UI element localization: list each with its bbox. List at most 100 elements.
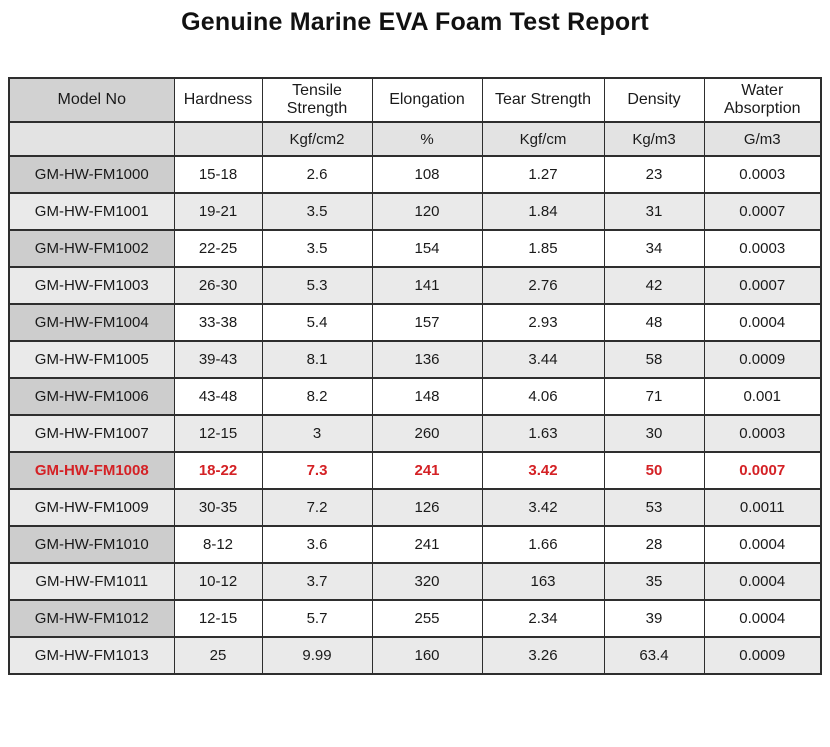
value-cell-tear: 2.93 (481, 303, 605, 342)
model-cell: GM-HW-FM1000 (8, 155, 175, 194)
value-cell-tensile: 7.3 (261, 451, 373, 490)
value-cell-hardness: 26-30 (173, 266, 263, 305)
value-cell-tensile: 5.3 (261, 266, 373, 305)
table-row: GM-HW-FM1011 10-12 3.7 320 163 35 0.0004 (8, 562, 822, 601)
value-cell-density: 31 (603, 192, 705, 231)
value-cell-water: 0.0007 (703, 451, 822, 490)
table-row: GM-HW-FM1000 15-18 2.6 108 1.27 23 0.0003 (8, 155, 822, 194)
value-cell-tear: 3.26 (481, 636, 605, 675)
table-row: GM-HW-FM1001 19-21 3.5 120 1.84 31 0.0007 (8, 192, 822, 231)
unit-cell-elongation: % (371, 121, 483, 157)
unit-cell-water: G/m3 (703, 121, 822, 157)
value-cell-water: 0.0003 (703, 414, 822, 453)
test-report-table: Model No Hardness Tensile Strength Elongati… (8, 77, 822, 675)
value-cell-hardness: 22-25 (173, 229, 263, 268)
value-cell-tensile: 7.2 (261, 488, 373, 527)
model-cell: GM-HW-FM1005 (8, 340, 175, 379)
value-cell-tear: 4.06 (481, 377, 605, 416)
table-row: GM-HW-FM1003 26-30 5.3 141 2.76 42 0.0007 (8, 266, 822, 305)
model-cell: GM-HW-FM1009 (8, 488, 175, 527)
value-cell-tear: 3.42 (481, 488, 605, 527)
column-header-hardness: Hardness (173, 77, 263, 123)
table-header: Model No Hardness Tensile Strength Elongati… (8, 77, 822, 157)
model-cell: GM-HW-FM1001 (8, 192, 175, 231)
value-cell-tear: 1.27 (481, 155, 605, 194)
value-cell-elongation: 148 (371, 377, 483, 416)
table-row: GM-HW-FM1006 43-48 8.2 148 4.06 71 0.001 (8, 377, 822, 416)
table-row: GM-HW-FM1002 22-25 3.5 154 1.85 34 0.0003 (8, 229, 822, 268)
value-cell-density: 42 (603, 266, 705, 305)
value-cell-elongation: 260 (371, 414, 483, 453)
value-cell-density: 28 (603, 525, 705, 564)
value-cell-water: 0.0007 (703, 266, 822, 305)
model-cell: GM-HW-FM1002 (8, 229, 175, 268)
table-body: GM-HW-FM1000 15-18 2.6 108 1.27 23 0.0003 GM-HW… (8, 155, 822, 675)
model-cell: GM-HW-FM1012 (8, 599, 175, 638)
value-cell-tear: 1.66 (481, 525, 605, 564)
value-cell-tear: 2.34 (481, 599, 605, 638)
value-cell-density: 63.4 (603, 636, 705, 675)
value-cell-tear: 1.85 (481, 229, 605, 268)
model-cell: GM-HW-FM1006 (8, 377, 175, 416)
value-cell-density: 71 (603, 377, 705, 416)
value-cell-tear: 163 (481, 562, 605, 601)
value-cell-elongation: 241 (371, 451, 483, 490)
unit-cell-hardness (173, 121, 263, 157)
value-cell-tensile: 5.4 (261, 303, 373, 342)
value-cell-elongation: 126 (371, 488, 483, 527)
unit-cell-tensile: Kgf/cm2 (261, 121, 373, 157)
value-cell-tensile: 3.5 (261, 229, 373, 268)
value-cell-elongation: 255 (371, 599, 483, 638)
value-cell-density: 23 (603, 155, 705, 194)
table-row: GM-HW-FM1008 18-22 7.3 241 3.42 50 0.0007 (8, 451, 822, 490)
unit-cell-tear: Kgf/cm (481, 121, 605, 157)
value-cell-hardness: 8-12 (173, 525, 263, 564)
model-cell: GM-HW-FM1003 (8, 266, 175, 305)
page-title: Genuine Marine EVA Foam Test Report (181, 8, 649, 36)
value-cell-density: 53 (603, 488, 705, 527)
value-cell-density: 50 (603, 451, 705, 490)
value-cell-tensile: 2.6 (261, 155, 373, 194)
value-cell-elongation: 141 (371, 266, 483, 305)
table-row: GM-HW-FM1010 8-12 3.6 241 1.66 28 0.0004 (8, 525, 822, 564)
value-cell-water: 0.0009 (703, 636, 822, 675)
table-row: GM-HW-FM1013 25 9.99 160 3.26 63.4 0.0009 (8, 636, 822, 675)
value-cell-water: 0.0003 (703, 155, 822, 194)
unit-cell-model (8, 121, 175, 157)
value-cell-water: 0.0004 (703, 303, 822, 342)
value-cell-hardness: 10-12 (173, 562, 263, 601)
table-row: GM-HW-FM1007 12-15 3 260 1.63 30 0.0003 (8, 414, 822, 453)
value-cell-hardness: 18-22 (173, 451, 263, 490)
column-header-water: Water Absorption (703, 77, 822, 123)
value-cell-density: 39 (603, 599, 705, 638)
table-row: GM-HW-FM1004 33-38 5.4 157 2.93 48 0.0004 (8, 303, 822, 342)
value-cell-tear: 2.76 (481, 266, 605, 305)
table-row: GM-HW-FM1009 30-35 7.2 126 3.42 53 0.0011 (8, 488, 822, 527)
value-cell-water: 0.0004 (703, 562, 822, 601)
value-cell-elongation: 241 (371, 525, 483, 564)
value-cell-tear: 1.84 (481, 192, 605, 231)
model-cell: GM-HW-FM1007 (8, 414, 175, 453)
value-cell-density: 34 (603, 229, 705, 268)
value-cell-elongation: 108 (371, 155, 483, 194)
value-cell-tear: 3.44 (481, 340, 605, 379)
value-cell-tensile: 8.1 (261, 340, 373, 379)
value-cell-water: 0.0007 (703, 192, 822, 231)
value-cell-tensile: 5.7 (261, 599, 373, 638)
value-cell-hardness: 30-35 (173, 488, 263, 527)
value-cell-tear: 1.63 (481, 414, 605, 453)
value-cell-density: 30 (603, 414, 705, 453)
value-cell-water: 0.0004 (703, 599, 822, 638)
value-cell-elongation: 160 (371, 636, 483, 675)
table-row: GM-HW-FM1012 12-15 5.7 255 2.34 39 0.0004 (8, 599, 822, 638)
value-cell-tensile: 3.7 (261, 562, 373, 601)
value-cell-water: 0.0004 (703, 525, 822, 564)
value-cell-water: 0.0009 (703, 340, 822, 379)
value-cell-tear: 3.42 (481, 451, 605, 490)
value-cell-hardness: 19-21 (173, 192, 263, 231)
value-cell-hardness: 43-48 (173, 377, 263, 416)
model-cell: GM-HW-FM1013 (8, 636, 175, 675)
value-cell-density: 58 (603, 340, 705, 379)
model-cell: GM-HW-FM1010 (8, 525, 175, 564)
